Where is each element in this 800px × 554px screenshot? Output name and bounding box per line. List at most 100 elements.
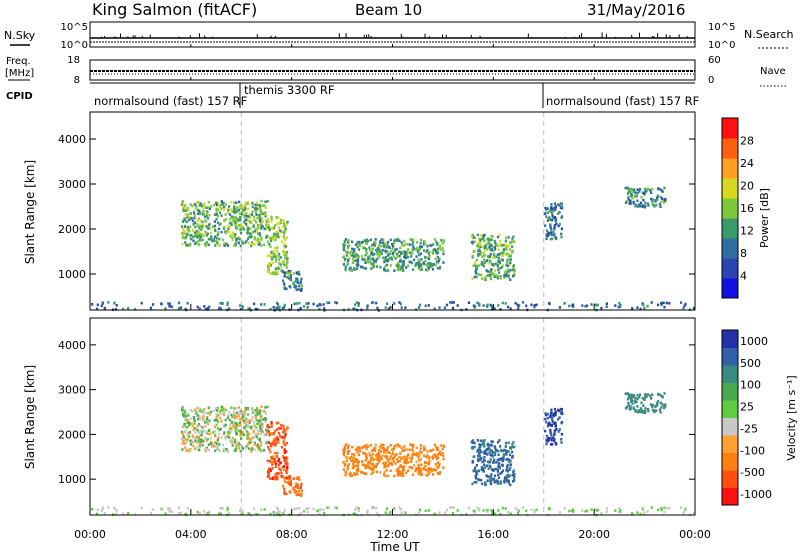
power-cell bbox=[277, 254, 280, 258]
power-cell bbox=[363, 267, 366, 270]
power-cell bbox=[492, 249, 495, 253]
power-cell bbox=[636, 306, 639, 309]
velocity-cell bbox=[238, 410, 241, 414]
power-cell bbox=[238, 200, 241, 204]
velocity-cell bbox=[265, 428, 268, 432]
velocity-cell bbox=[276, 476, 279, 479]
power-cell bbox=[376, 257, 379, 261]
power-cell bbox=[662, 198, 665, 202]
velocity-cell bbox=[560, 438, 563, 441]
velocity-cell bbox=[498, 461, 501, 465]
velocity-cell bbox=[393, 455, 396, 459]
power-cell bbox=[483, 244, 487, 248]
velocity-cell bbox=[379, 471, 382, 474]
velocity-cell bbox=[551, 442, 554, 446]
power-cell bbox=[279, 221, 283, 225]
velocity-cell bbox=[419, 450, 422, 454]
velocity-cell bbox=[512, 473, 515, 477]
velocity-cell bbox=[422, 466, 425, 470]
power-cell bbox=[205, 212, 209, 215]
power-cell bbox=[488, 259, 492, 262]
velocity-cell bbox=[354, 473, 357, 476]
power-cell bbox=[516, 303, 519, 307]
power-cell bbox=[211, 239, 214, 243]
power-cell bbox=[180, 203, 183, 206]
velocity-cell bbox=[465, 513, 468, 516]
power-cell bbox=[501, 251, 504, 255]
velocity-cell bbox=[357, 469, 360, 472]
velocity-cell bbox=[491, 450, 494, 454]
power-cell bbox=[207, 227, 210, 230]
power-cell bbox=[280, 269, 283, 272]
velocity-cell bbox=[418, 511, 421, 514]
power-cell bbox=[384, 259, 387, 262]
power-cell bbox=[489, 276, 493, 280]
power-cell bbox=[286, 261, 289, 265]
velocity-cell bbox=[631, 395, 634, 399]
power-cell bbox=[186, 206, 189, 210]
power-cell bbox=[353, 266, 356, 270]
velocity-cell bbox=[197, 445, 200, 448]
velocity-cell bbox=[177, 506, 181, 510]
power-cell bbox=[189, 203, 192, 206]
power-cell bbox=[273, 272, 276, 276]
velocity-cell bbox=[353, 512, 356, 516]
velocity-cell bbox=[511, 443, 514, 446]
power-cell bbox=[550, 203, 553, 206]
power-cell bbox=[283, 229, 287, 232]
power-cell bbox=[572, 305, 575, 308]
power-cell bbox=[307, 302, 310, 305]
velocity-cell bbox=[261, 430, 264, 434]
velocity-cell bbox=[283, 451, 286, 454]
power-cell bbox=[640, 203, 643, 206]
velocity-cell bbox=[283, 465, 286, 468]
power-cell bbox=[223, 244, 226, 247]
power-cell bbox=[644, 188, 647, 191]
velocity-cell bbox=[593, 508, 597, 511]
velocity-cell bbox=[357, 509, 360, 512]
power-cell bbox=[411, 251, 414, 254]
velocity-cell bbox=[168, 509, 171, 513]
power-cell bbox=[668, 302, 671, 305]
power-cell bbox=[344, 257, 347, 261]
velocity-cell bbox=[184, 430, 187, 434]
velocity-cell bbox=[250, 450, 253, 453]
velocity-cell bbox=[548, 507, 551, 510]
power-cell bbox=[544, 206, 547, 210]
velocity-cell bbox=[227, 414, 230, 417]
velocity-cell bbox=[200, 432, 204, 435]
velocity-cell bbox=[256, 411, 259, 415]
velocity-cell bbox=[261, 422, 264, 426]
velocity-cell bbox=[398, 506, 401, 509]
velocity-cell bbox=[504, 452, 508, 455]
velocity-cell bbox=[222, 413, 226, 417]
power-cell bbox=[473, 306, 476, 309]
velocity-cell bbox=[199, 407, 202, 411]
velocity-cell bbox=[486, 448, 489, 451]
power-cell bbox=[366, 304, 369, 308]
velocity-cell bbox=[639, 512, 642, 516]
velocity-cell bbox=[572, 508, 575, 512]
power-cell bbox=[272, 250, 275, 253]
velocity-cell bbox=[370, 472, 373, 476]
velocity-cell bbox=[483, 439, 486, 442]
velocity-cell bbox=[193, 417, 196, 420]
power-cell bbox=[375, 301, 378, 305]
velocity-cell bbox=[218, 428, 221, 432]
velocity-cell bbox=[383, 447, 386, 450]
velocity-cell bbox=[240, 418, 243, 421]
power-cell bbox=[497, 244, 500, 248]
velocity-cell bbox=[351, 452, 354, 456]
velocity-cell bbox=[263, 433, 266, 436]
velocity-cell bbox=[494, 467, 497, 471]
power-cell bbox=[558, 306, 561, 309]
velocity-cell bbox=[237, 442, 240, 446]
power-cell bbox=[552, 209, 555, 212]
power-cell bbox=[300, 277, 303, 281]
velocity-cell bbox=[396, 444, 399, 448]
velocity-cell bbox=[397, 473, 400, 477]
power-cell bbox=[473, 275, 476, 279]
power-cell bbox=[266, 270, 269, 273]
velocity-cell bbox=[424, 464, 427, 468]
power-cell bbox=[361, 265, 364, 269]
